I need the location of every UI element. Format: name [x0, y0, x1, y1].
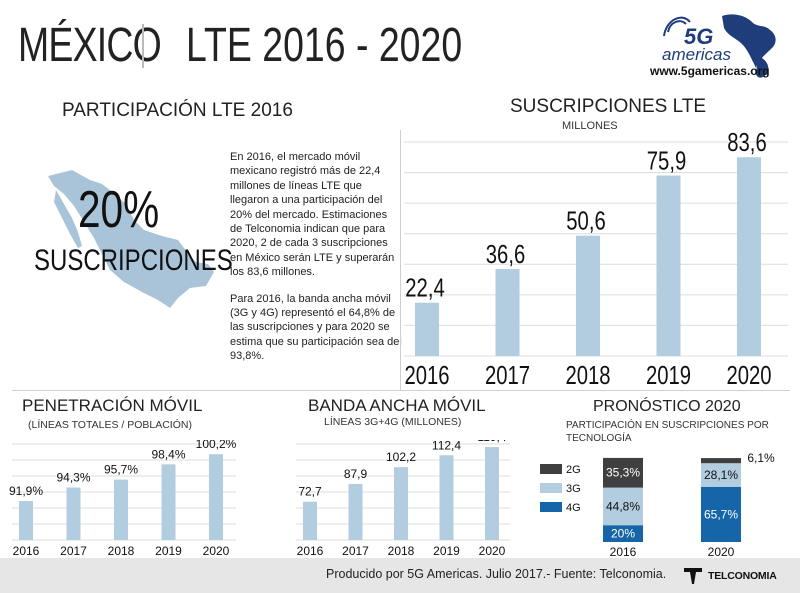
- data-label: 36,6: [486, 240, 525, 269]
- bar: [209, 454, 223, 540]
- data-label: 35,3%: [606, 466, 640, 480]
- x-tick-label: 2016: [13, 544, 40, 558]
- bar: [66, 487, 81, 540]
- bar: [439, 455, 454, 540]
- data-label: 20%: [611, 527, 635, 541]
- broadband-title: BANDA ANCHA MÓVIL: [308, 396, 486, 415]
- description-paragraph-1: En 2016, el mercado móvil mexicano regis…: [230, 151, 395, 279]
- data-label: 28,1%: [704, 468, 738, 482]
- data-label: 65,7%: [704, 507, 738, 521]
- data-label: 112,4: [432, 440, 461, 452]
- data-label: 44,8%: [606, 499, 640, 513]
- data-label: 72,7: [298, 485, 322, 499]
- subscriptions-chart: 22,4 2016 36,6 2017 50,6 2018 75,9 2019 83,6 2020: [404, 130, 788, 390]
- bar: [161, 464, 176, 540]
- x-tick-label: 2017: [60, 544, 87, 558]
- footer-credit: Producido por 5G Americas. Julio 2017.- …: [326, 567, 667, 581]
- data-label: 95,7%: [104, 463, 138, 477]
- bar: [394, 467, 408, 540]
- divider: [400, 130, 401, 390]
- stacked-bar-segment: [603, 457, 643, 488]
- description-paragraph-2: Para 2016, la banda ancha móvil (3G y 4G…: [230, 292, 402, 363]
- legend-label: 3G: [566, 483, 581, 495]
- penetration-subtitle: (LÍNEAS TOTALES / POBLACIÓN): [28, 419, 192, 431]
- data-label: 50,6: [566, 206, 605, 235]
- page-title: MÉXICO: [18, 18, 201, 73]
- stacked-bar-segment: [701, 458, 741, 464]
- title-subject: LTE 2016 - 2020: [186, 19, 463, 72]
- data-label: 119,4: [477, 440, 506, 444]
- legend-swatch: [540, 502, 562, 512]
- x-tick-label: 2018: [388, 544, 415, 558]
- data-label: 102,2: [386, 450, 416, 464]
- title-country: MÉXICO: [18, 19, 162, 72]
- x-tick-label: 2019: [155, 544, 182, 558]
- bar: [576, 235, 600, 356]
- x-tick-label: 2020: [203, 544, 230, 558]
- x-tick-label: 2018: [565, 361, 610, 390]
- divider: [12, 390, 790, 391]
- data-label: 98,4%: [151, 447, 185, 461]
- legend-label: 2G: [566, 464, 581, 476]
- data-label: 91,9%: [9, 484, 43, 498]
- broadband-subtitle: LÍNEAS 3G+4G (MILLONES): [324, 416, 462, 428]
- x-tick-label: 2016: [610, 545, 637, 558]
- penetration-chart: 91,9% 2016 94,3% 2017 95,7% 2018 98,4% 2019 100,…: [9, 440, 237, 558]
- data-label: 22,4: [405, 273, 444, 302]
- legend-label: 4G: [566, 502, 581, 514]
- bar: [737, 157, 761, 356]
- svg-text:americas: americas: [662, 45, 731, 64]
- bar: [485, 447, 499, 540]
- telconomia-logo-icon: [684, 568, 702, 584]
- bar: [303, 501, 317, 540]
- data-label: 87,9: [344, 467, 368, 481]
- bar: [656, 175, 681, 356]
- legend-swatch: [540, 464, 562, 474]
- telconomia-name: TELCONOMIA: [708, 570, 777, 582]
- bar: [348, 483, 363, 540]
- penetration-title: PENETRACIÓN MÓVIL: [22, 396, 203, 415]
- data-label: 6,1%: [747, 451, 775, 465]
- subscriptions-title: SUSCRIPCIONES LTE: [510, 96, 707, 117]
- lte-share-title: PARTICIPACIÓN LTE 2016: [62, 100, 293, 121]
- lte-share-label: SUSCRIPCIONES: [34, 244, 233, 277]
- bar: [415, 302, 439, 356]
- stacked-bar-segment: [701, 463, 741, 487]
- x-tick-label: 2020: [726, 361, 771, 390]
- x-tick-label: 2020: [708, 545, 735, 558]
- data-label: 83,6: [727, 130, 766, 157]
- 5g-americas-logo: 5G americas: [662, 14, 776, 78]
- logo-url: www.5gamericas.org: [650, 64, 770, 78]
- stacked-bar-segment: [603, 487, 643, 526]
- subscriptions-subtitle: MILLONES: [562, 120, 618, 132]
- x-tick-label: 2020: [479, 544, 506, 558]
- data-label: 75,9: [647, 146, 686, 175]
- bar: [114, 479, 128, 540]
- broadband-chart: 72,7 2016 87,9 2017 102,2 2018 112,4 2019 119,4 2…: [296, 440, 510, 558]
- forecast-subtitle: PARTICIPACIÓN EN SUSCRIPCIONES POR TECNO…: [566, 420, 769, 444]
- x-tick-label: 2019: [646, 361, 691, 390]
- footer: [0, 558, 800, 593]
- x-tick-label: 2019: [433, 544, 460, 558]
- bar: [495, 268, 520, 356]
- data-label: 100,2%: [196, 440, 237, 451]
- bar: [19, 501, 33, 540]
- forecast-chart: 2G 3G 4G 20% 44,8% 35,3% 2016 65,7% 28,1% 6,1% 202…: [540, 451, 775, 558]
- stacked-bar-segment: [701, 486, 741, 542]
- x-tick-label: 2016: [404, 361, 449, 390]
- x-tick-label: 2018: [108, 544, 135, 558]
- stacked-bar-segment: [603, 525, 643, 542]
- mexico-map: [48, 170, 214, 308]
- lte-share-value: 20%: [78, 181, 160, 239]
- x-tick-label: 2016: [297, 544, 324, 558]
- x-tick-label: 2017: [485, 361, 530, 390]
- forecast-title: PRONÓSTICO 2020: [593, 398, 741, 415]
- lte-share-description: En 2016, el mercado móvil mexicano regis…: [230, 150, 402, 376]
- svg-text:5G: 5G: [684, 24, 713, 49]
- legend-swatch: [540, 483, 562, 493]
- x-tick-label: 2017: [342, 544, 369, 558]
- title-separator: [142, 24, 144, 68]
- data-label: 94,3%: [56, 470, 90, 484]
